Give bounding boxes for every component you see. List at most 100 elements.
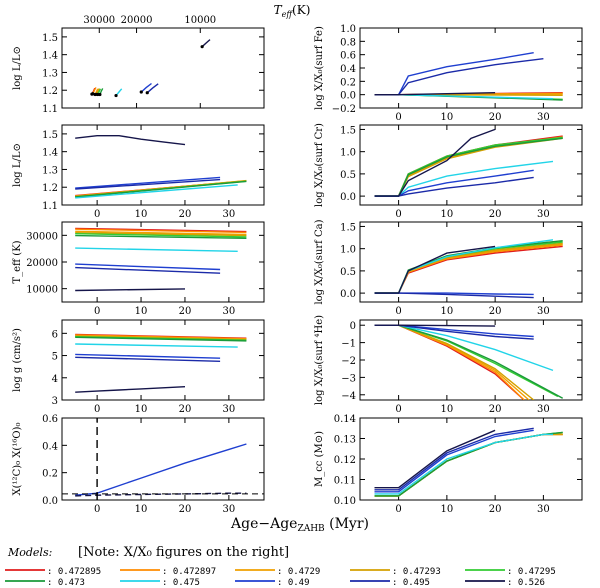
x-tick-label: 0 [94,306,100,317]
legend-item: : 0.47293 [350,567,441,577]
y-axis-label: log X/X₀(surf ⁴He) [314,315,325,405]
series-line-C12 [75,492,247,497]
x-tick-label: 10 [441,306,454,317]
x-tick-label: 10 [135,504,148,515]
y-tick-label: 0.6 [42,414,58,425]
top-tick-label: 20000 [121,15,153,26]
series-line-0.472895 [75,227,247,233]
panel-frame [61,319,265,401]
legend-item: : 0.526 [465,578,545,588]
panel-ca: 0.0 0.5 1.0 1.5 0 10 20 30 log X/X₀(surf Ca) [314,219,583,317]
y-tick-label: 1.2 [42,183,58,194]
y-tick-label: 1.5 [42,33,58,44]
series-line-0.49 [75,176,221,189]
series-line-0.47293 [374,324,535,400]
series-line-0.49 [374,169,534,197]
y-tick-label: 0.13 [334,435,356,446]
y-tick-label: 0.4 [42,441,58,452]
x-tick-label: 10 [135,209,148,220]
panel-cno_age: 0.0 0.2 0.4 0.6 0 10 20 30 X(¹²C)₀ X(¹⁶O)₀ [12,414,265,515]
y-tick-label: −1 [341,339,356,350]
legend-label: : 0.472895 [47,567,101,577]
y-tick-label: 1.2 [42,86,58,97]
series-line-0.473 [374,137,563,197]
panel-frame [61,417,265,501]
x-tick-label: 30 [537,306,550,317]
top-tick-label: 10000 [184,15,216,26]
legend-label: : 0.49 [277,578,310,588]
series-line-0.526 [75,386,186,393]
x-tick-label: 20 [489,504,502,515]
legend-item: : 0.47295 [465,567,556,577]
legend-label: : 0.475 [162,578,200,588]
legend-label: : 0.473 [47,578,85,588]
y-tick-label: 1.1 [42,104,58,115]
x-tick-label: 10 [135,404,148,415]
series-line-0.526 [374,324,496,327]
panel-fe: −0.2 0.0 0.2 0.4 0.6 0.8 1.0 0 10 20 30 log X/X₀(su… [314,24,583,123]
y-axis-label: log X/X₀(surf Fe) [314,26,325,110]
y-axis-label: log L/L⊙ [12,46,23,90]
series-line-0.49 [75,353,221,359]
x-tick-label: 10 [441,209,454,220]
series-line-0.526 [75,288,186,292]
zahb-point [200,45,204,49]
x-tick-label: 20 [179,404,192,415]
y-tick-label: 0.2 [42,469,58,480]
series-line-0.472897 [75,228,247,234]
panel-teff_age: 10000 20000 30000 0 10 20 30 T_eff (K) [12,221,265,317]
x-tick-label: 30 [537,504,550,515]
y-tick-label: 0.4 [340,64,356,75]
legend-item: : 0.473 [5,578,85,588]
series-line-0.47295 [75,233,247,238]
x-tick-label: 0 [395,404,401,415]
y-tick-label: −3 [341,373,356,384]
series-line-0.495 [146,83,159,94]
legend-item: : 0.472897 [120,567,216,577]
y-tick-label: 3 [52,396,58,407]
y-tick-label: −4 [341,391,356,402]
y-tick-label: 6 [52,329,58,340]
legend-label: : 0.472897 [162,567,216,577]
zahb-point [139,90,143,94]
y-tick-label: 20000 [26,258,58,269]
series-line-0.526 [75,135,186,146]
series-line-0.495 [75,178,221,190]
x-tick-label: 30 [537,209,550,220]
panel-frame [61,124,265,206]
series-line-0.49 [75,263,221,271]
x-tick-label: 20 [489,404,502,415]
y-tick-label: 0 [350,321,356,332]
legend-note: [Note: X/X₀ figures on the right] [78,545,289,560]
common-x-label: Age−AgeZAHB (Myr) [230,516,369,534]
y-tick-label: 30000 [26,231,58,242]
series-line-0.49 [374,429,534,493]
series-line-0.495 [374,427,534,491]
y-tick-label: 0.12 [334,455,356,466]
y-axis-label: log X/X₀(surf Cr) [314,123,325,207]
series-line-0.526 [201,39,211,48]
panel-logL_age: 1.1 1.2 1.3 1.4 1.5 0 10 20 30 log L/L⊙ [12,124,265,220]
legend-item: : 0.49 [235,578,310,588]
x-tick-label: 0 [395,112,401,123]
x-tick-label: 0 [395,504,401,515]
series-line-0.49 [140,82,152,93]
x-tick-label: 30 [223,504,236,515]
y-axis-label: M_cc (M⊙) [314,431,325,487]
x-tick-label: 0 [395,209,401,220]
x-tick-label: 0 [94,404,100,415]
y-axis-label: T_eff (K) [12,240,23,283]
x-tick-label: 10 [441,112,454,123]
series-line-0.473 [75,234,247,239]
x-tick-label: 30 [537,112,550,123]
series-line-0.49 [374,324,534,338]
y-axis-label: X(¹²C)₀ X(¹⁶O)₀ [12,423,23,496]
series-line-0.495 [75,266,221,274]
top-tick-label: 30000 [83,15,115,26]
x-tick-label: 30 [537,404,550,415]
y-tick-label: 1.0 [340,24,356,35]
panel-hrd: 1.1 1.2 1.3 1.4 1.5 30000 20000 10000 log L/L⊙ [12,15,265,115]
y-tick-label: 0.2 [340,77,356,88]
y-tick-label: 1.1 [42,201,58,212]
